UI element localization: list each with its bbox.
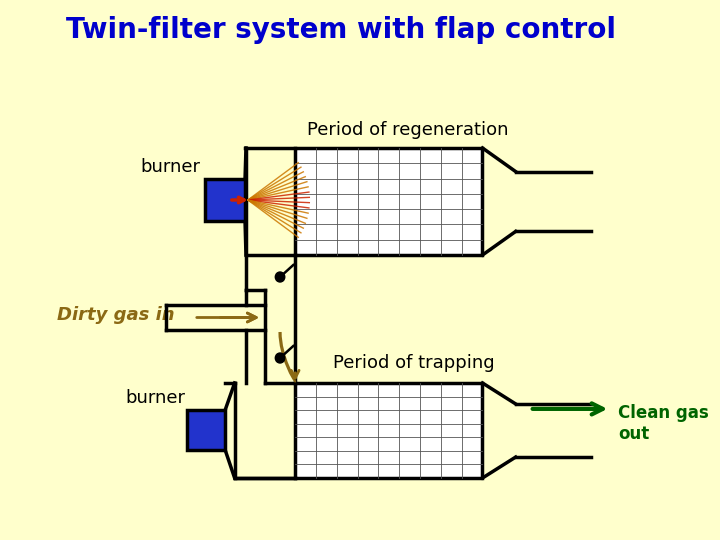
Text: burner: burner <box>125 389 186 407</box>
Bar <box>205 179 245 221</box>
Bar <box>295 383 482 478</box>
Circle shape <box>275 353 285 363</box>
Text: Dirty gas in: Dirty gas in <box>57 307 174 325</box>
Bar <box>187 410 225 450</box>
Circle shape <box>275 272 285 282</box>
Text: Period of trapping: Period of trapping <box>333 354 494 372</box>
Text: burner: burner <box>140 158 201 176</box>
Text: Twin-filter system with flap control: Twin-filter system with flap control <box>66 16 616 44</box>
Bar <box>295 148 482 255</box>
Text: Period of regeneration: Period of regeneration <box>307 121 509 139</box>
Text: Clean gas
out: Clean gas out <box>618 404 708 443</box>
